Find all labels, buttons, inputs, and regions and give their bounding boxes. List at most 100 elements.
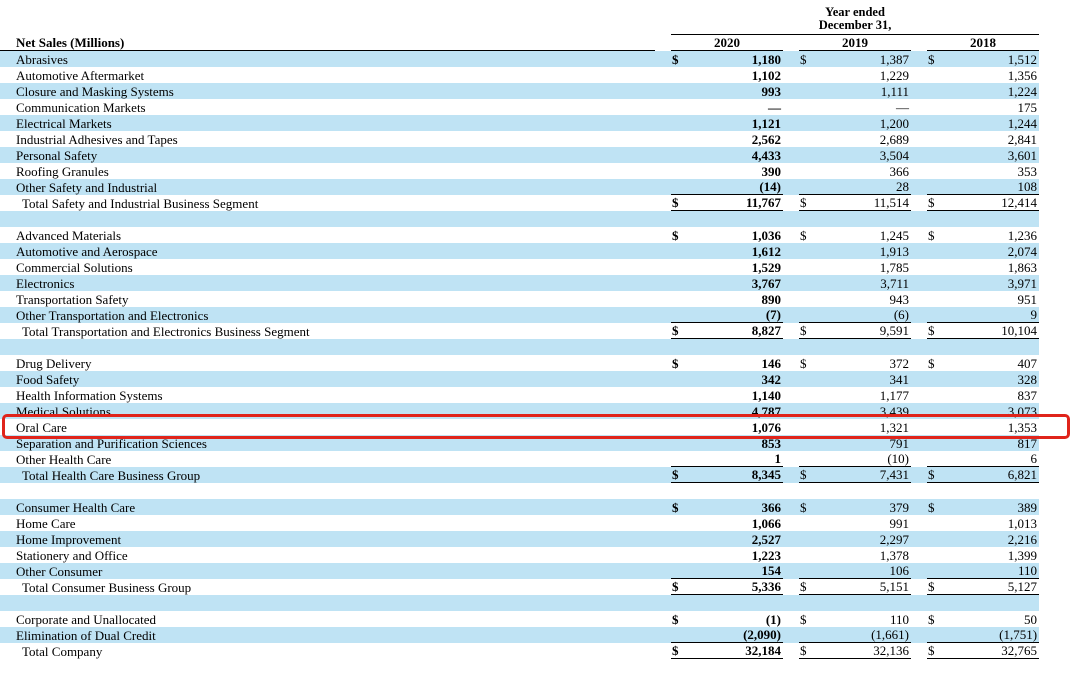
period-header-line1: Year ended [825, 6, 885, 19]
row-group-header: Net Sales (Millions) [0, 34, 655, 51]
cell-currency-symbol: $ [927, 498, 943, 515]
cell-value: 390 [761, 163, 782, 179]
cell-currency-symbol [927, 178, 943, 195]
column-gap [911, 291, 927, 307]
row-label: Roofing Granules [16, 163, 109, 179]
column-gap [655, 146, 671, 163]
column-gap [911, 163, 927, 179]
cell-currency-symbol [927, 146, 943, 163]
cell-currency-symbol [927, 419, 943, 435]
table-row: Roofing Granules 390 366 353 [0, 163, 1039, 179]
column-gap [911, 355, 927, 371]
column-gap [911, 451, 927, 467]
table-row: Drug Delivery $146 $372 $407 [0, 355, 1039, 371]
column-gap [911, 419, 927, 435]
column-gap [783, 338, 799, 355]
column-gap [655, 50, 671, 67]
cell-value: 1,863 [1007, 259, 1038, 275]
cell-currency-symbol [799, 562, 815, 579]
cell-currency-symbol [799, 370, 815, 387]
column-gap [655, 594, 671, 611]
cell-value: 1,529 [751, 259, 781, 275]
cell-currency-symbol [799, 434, 815, 451]
cell-currency-symbol [927, 594, 943, 611]
cell-currency-symbol: $ [928, 611, 935, 627]
column-gap [911, 131, 927, 147]
cell-value: 175 [1017, 99, 1038, 115]
cell-value: 2,297 [815, 530, 911, 547]
column-gap [911, 210, 927, 227]
column-gap [911, 227, 927, 243]
year-header-2020: 2020 [671, 34, 783, 51]
column-gap [783, 82, 799, 99]
column-gap [911, 547, 927, 563]
cell-currency-symbol [799, 338, 815, 355]
cell-value [943, 210, 1040, 227]
column-gap [655, 195, 671, 211]
table-row: Other Safety and Industrial (14) 28 108 [0, 178, 1040, 195]
cell-currency-symbol [927, 515, 943, 531]
cell-currency-symbol [927, 242, 943, 259]
column-gap [655, 82, 671, 99]
row-label: Automotive Aftermarket [16, 67, 145, 83]
column-gap [911, 146, 927, 163]
cell-currency-symbol [799, 594, 815, 611]
column-gap [655, 643, 671, 659]
table-row: Closure and Masking Systems 993 1,111 1,224 [0, 82, 1040, 99]
column-gap [655, 498, 671, 515]
cell-currency-symbol [927, 131, 943, 147]
cell-value: 3,504 [815, 146, 911, 163]
column-gap [911, 35, 927, 51]
cell-value [687, 594, 783, 611]
cell-value [815, 338, 911, 355]
cell-currency-symbol: $ [672, 355, 679, 371]
column-header-row: Net Sales (Millions) 2020 2019 2018 [0, 34, 1040, 51]
cell-value: (6) [815, 306, 911, 323]
cell-currency-symbol [671, 146, 687, 163]
column-gap [783, 402, 799, 419]
column-gap [911, 483, 927, 499]
cell-currency-symbol [671, 242, 687, 259]
cell-currency-symbol [671, 274, 687, 291]
cell-currency-symbol [927, 259, 943, 275]
cell-currency-symbol [671, 450, 687, 467]
cell-currency-symbol [799, 67, 815, 83]
column-gap [783, 178, 799, 195]
cell-value: 2,216 [943, 530, 1040, 547]
column-gap [783, 643, 799, 659]
cell-currency-symbol [799, 114, 815, 131]
cell-currency-symbol [799, 82, 815, 99]
column-gap [655, 611, 671, 627]
cell-value: (10) [815, 450, 911, 467]
cell-currency-symbol [927, 530, 943, 547]
cell-value: 2,841 [1007, 131, 1038, 147]
column-gap [783, 210, 799, 227]
table-row: Communication Markets — — 175 [0, 99, 1039, 115]
column-gap [783, 323, 799, 339]
cell-currency-symbol: $ [672, 227, 679, 243]
column-gap [655, 323, 671, 339]
cell-value: 890 [761, 291, 782, 307]
cell-value: 1,229 [879, 67, 909, 83]
row-label: Communication Markets [16, 99, 146, 115]
column-gap [783, 515, 799, 531]
cell-value: 154 [687, 562, 783, 579]
row-label: Abrasives [0, 50, 655, 67]
column-gap [783, 530, 799, 547]
cell-currency-symbol [927, 387, 943, 403]
cell-currency-symbol [671, 530, 687, 547]
column-gap [655, 242, 671, 259]
cell-value: 106 [815, 562, 911, 579]
cell-value: 3,601 [943, 146, 1040, 163]
column-gap [911, 562, 927, 579]
cell-currency-symbol [671, 370, 687, 387]
cell-value: 9,591 [815, 322, 911, 339]
cell-currency-symbol [671, 67, 687, 83]
spacer-row [0, 594, 1040, 611]
cell-currency-symbol: $ [671, 50, 687, 67]
column-gap [655, 227, 671, 243]
column-gap [911, 402, 927, 419]
cell-value: 32,136 [815, 642, 911, 659]
cell-currency-symbol [671, 163, 687, 179]
